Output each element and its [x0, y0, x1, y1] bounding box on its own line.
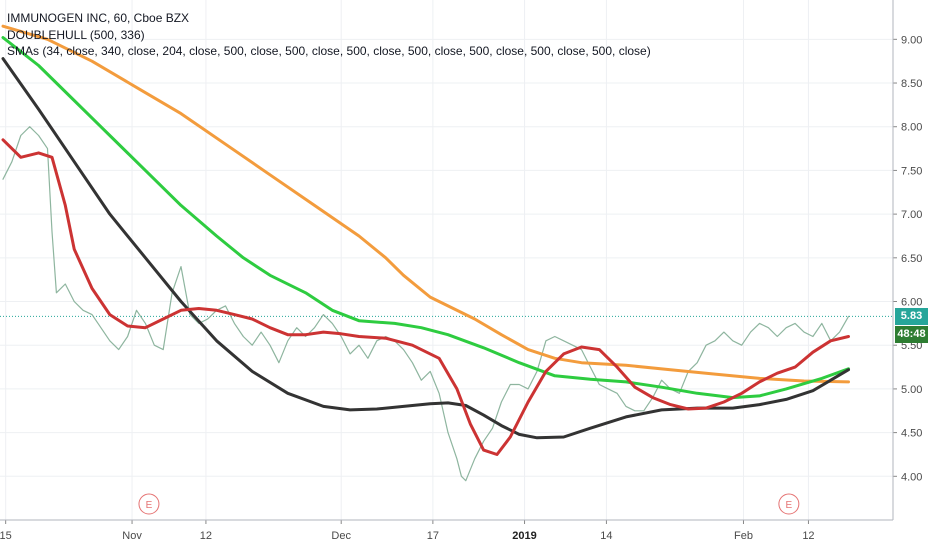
x-tick-label: Dec — [331, 530, 351, 542]
earnings-marker-label: E — [146, 500, 153, 511]
y-tick-label: 6.50 — [901, 253, 922, 265]
legend: IMMUNOGEN INC, 60, Cboe BZX DOUBLEHULL (… — [7, 10, 651, 60]
axes — [0, 0, 897, 524]
y-tick-label: 8.50 — [901, 78, 922, 90]
y-tick-label: 7.50 — [901, 165, 922, 177]
earnings-marker-label: E — [786, 500, 793, 511]
sma-green-line — [1, 36, 850, 400]
legend-doublehull: DOUBLEHULL (500, 336) — [7, 27, 145, 42]
x-tick-label: 14 — [600, 530, 612, 542]
y-tick-label: 4.50 — [901, 428, 922, 440]
x-tick-label: 12 — [200, 530, 212, 542]
earnings-marker[interactable] — [778, 493, 800, 515]
legend-smas: SMAs (34, close, 340, close, 204, close,… — [7, 44, 651, 58]
last-price-badge: 5.83 — [895, 307, 928, 325]
sma-orange-line — [1, 24, 850, 384]
y-tick-label: 4.00 — [901, 471, 922, 483]
y-tick-label: 7.00 — [901, 209, 922, 221]
sma-black-line — [1, 57, 850, 440]
y-tick-label: 8.00 — [901, 122, 922, 134]
grid-lines — [0, 0, 893, 520]
y-tick-label: 5.00 — [901, 384, 922, 396]
x-tick-label: Nov — [122, 530, 142, 542]
y-tick-label: 6.00 — [901, 297, 922, 309]
x-tick-label: 2019 — [512, 530, 536, 542]
x-tick-label: 17 — [427, 530, 439, 542]
earnings-marker[interactable] — [138, 493, 160, 515]
x-tick-label: Feb — [734, 530, 753, 542]
price-line — [2, 126, 850, 482]
y-tick-label: 9.00 — [901, 34, 922, 46]
series-layer — [1, 24, 850, 482]
countdown-badge: 48:48 — [895, 326, 928, 344]
tick-labels: 4.004.505.005.506.006.507.007.508.008.50… — [0, 34, 922, 542]
x-tick-label: 15 — [0, 530, 12, 542]
legend-title: IMMUNOGEN INC, 60, Cboe BZX — [7, 11, 190, 25]
hull-red-line — [1, 138, 850, 456]
x-tick-label: 12 — [802, 530, 814, 542]
